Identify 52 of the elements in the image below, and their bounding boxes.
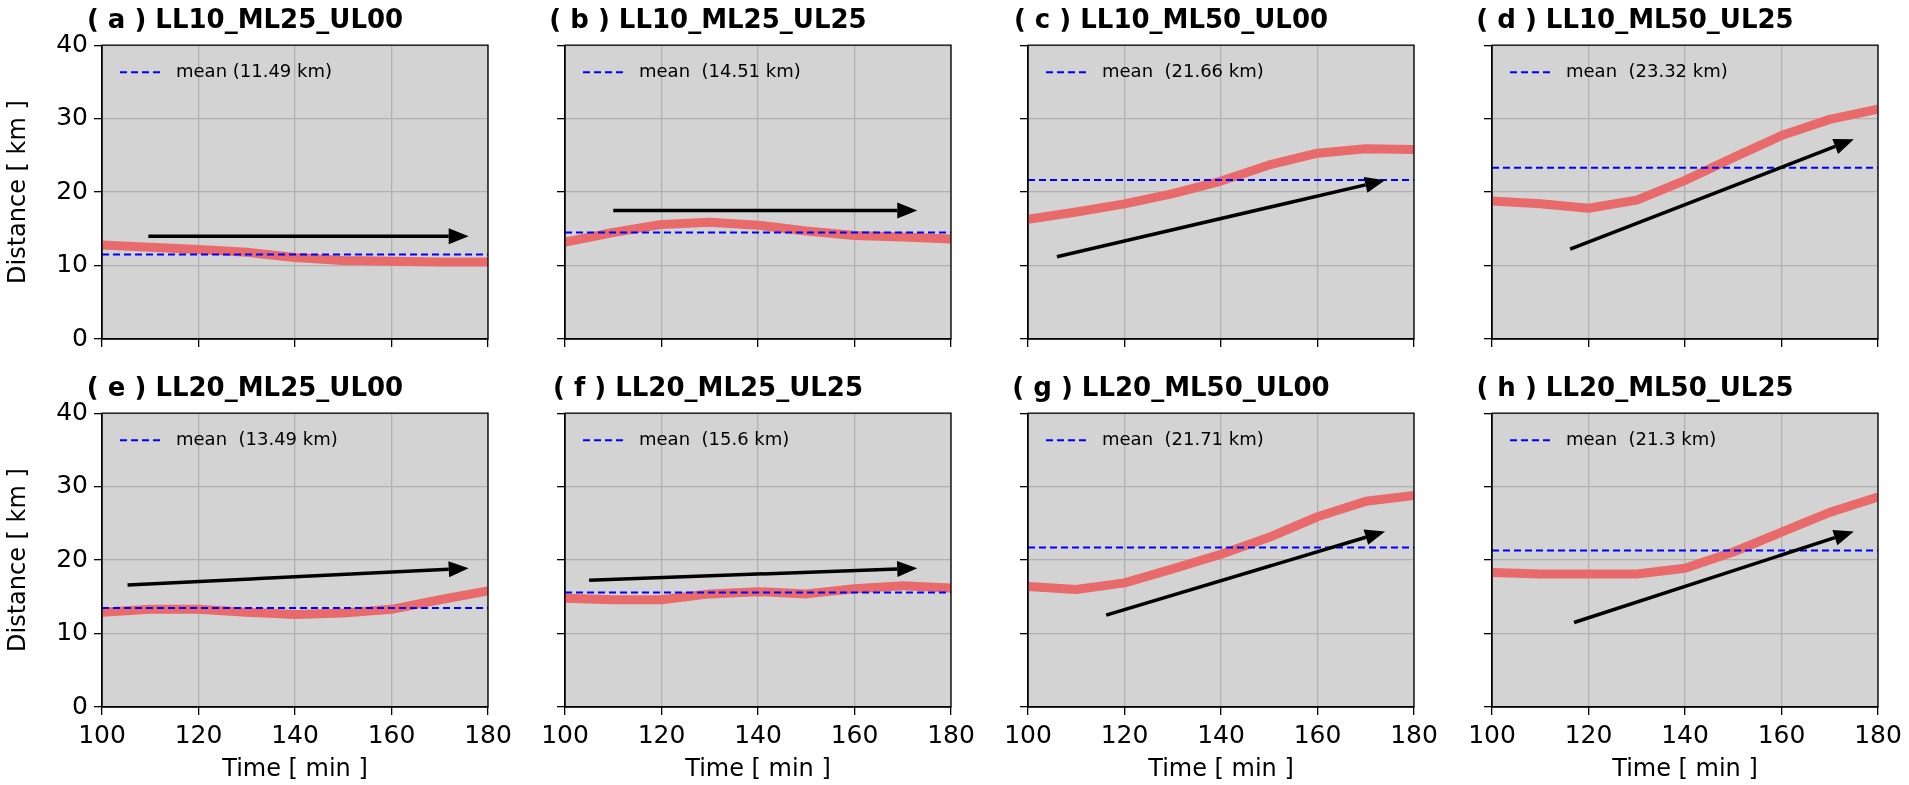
- x-axis-title: Time [ min ]: [684, 753, 831, 782]
- y-tick-label: 40: [56, 28, 88, 58]
- y-tick-label: 0: [72, 322, 88, 352]
- y-tick-label: 40: [56, 396, 88, 426]
- y-tick-label: 30: [56, 102, 88, 132]
- x-tick-label: 100: [78, 719, 126, 748]
- x-tick-label: 100: [1468, 719, 1516, 748]
- chart-title: ( h ) LL20_ML50_UL25: [1476, 371, 1794, 402]
- legend-label: mean (14.51 km): [639, 59, 801, 81]
- x-tick-label: 180: [464, 719, 512, 748]
- legend-label: mean (21.3 km): [1566, 427, 1717, 449]
- x-axis-title: Time [ min ]: [221, 753, 368, 782]
- legend-label: mean (13.49 km): [176, 427, 338, 449]
- x-axis-title: Time [ min ]: [1147, 753, 1294, 782]
- y-tick-label: 30: [56, 469, 88, 499]
- y-axis-title: Distance [ km ]: [2, 467, 31, 652]
- x-tick-label: 180: [1390, 719, 1438, 748]
- legend-label: mean (21.71 km): [1102, 427, 1264, 449]
- x-tick-label: 120: [1564, 719, 1613, 748]
- x-tick-label: 120: [174, 719, 223, 748]
- chart-title: ( e ) LL20_ML25_UL00: [86, 371, 404, 402]
- chart-title: ( b ) LL10_ML25_UL25: [549, 4, 867, 35]
- chart-title: ( g ) LL20_ML50_UL00: [1012, 371, 1330, 402]
- y-axis-title: Distance [ km ]: [2, 100, 31, 285]
- x-tick-label: 180: [927, 719, 975, 748]
- x-tick-label: 160: [367, 719, 416, 748]
- y-tick-label: 0: [72, 690, 88, 719]
- x-tick-label: 140: [271, 719, 319, 748]
- chart-title: ( a ) LL10_ML25_UL00: [86, 4, 404, 35]
- legend-label: mean (21.66 km): [1102, 59, 1264, 81]
- x-tick-label: 160: [1757, 719, 1806, 748]
- y-tick-label: 20: [56, 543, 88, 573]
- x-tick-label: 120: [637, 719, 686, 748]
- y-tick-label: 10: [56, 616, 88, 646]
- x-tick-label: 100: [541, 719, 589, 748]
- x-tick-label: 100: [1004, 719, 1052, 748]
- legend-label: mean (15.6 km): [639, 427, 790, 449]
- x-tick-label: 120: [1100, 719, 1149, 748]
- x-tick-label: 160: [830, 719, 879, 748]
- x-tick-label: 140: [1661, 719, 1709, 748]
- legend-label: mean (23.32 km): [1566, 59, 1728, 81]
- x-tick-label: 180: [1854, 719, 1902, 748]
- y-tick-label: 20: [56, 175, 88, 205]
- chart-title: ( f ) LL20_ML25_UL25: [552, 371, 864, 402]
- y-tick-label: 10: [56, 249, 88, 279]
- chart-title: ( d ) LL10_ML50_UL25: [1476, 4, 1794, 35]
- x-tick-label: 160: [1293, 719, 1342, 748]
- x-tick-label: 140: [734, 719, 782, 748]
- legend-label: mean (11.49 km): [176, 59, 333, 81]
- chart-title: ( c ) LL10_ML50_UL00: [1013, 4, 1329, 35]
- x-tick-label: 140: [1197, 719, 1245, 748]
- x-axis-title: Time [ min ]: [1611, 753, 1758, 782]
